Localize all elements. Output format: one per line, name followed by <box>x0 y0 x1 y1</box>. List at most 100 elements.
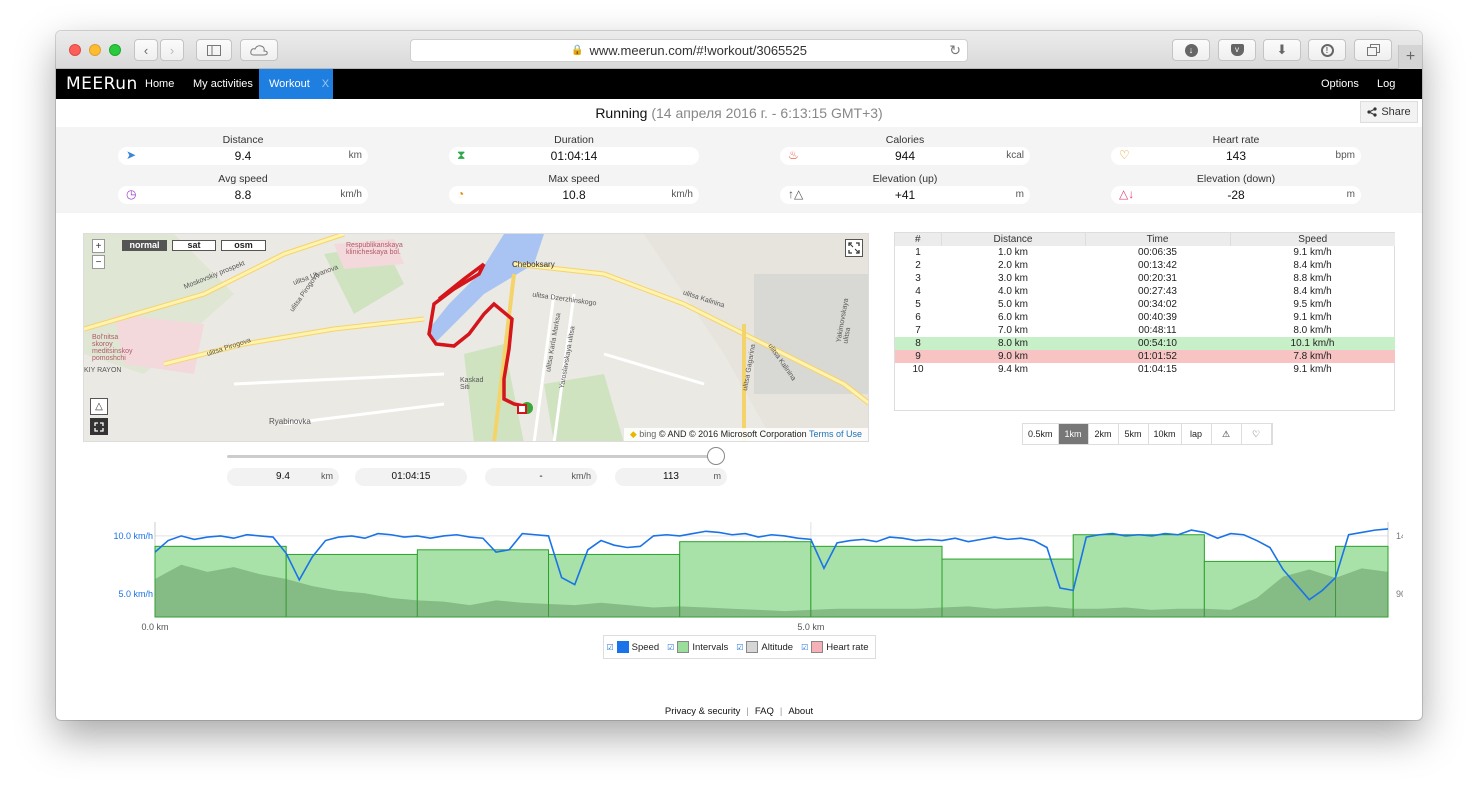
interval-button[interactable]: lap <box>1181 424 1212 444</box>
stat-value-box: ➤ 9.4 km <box>118 147 368 165</box>
legend-item[interactable]: ☑ Altitude <box>736 641 793 653</box>
speed-altitude-chart[interactable]: 10.0 km/h 5.0 km/h 140 m 90 m 0.0 km 5.0 km <box>83 496 1403 636</box>
stat-label: Heart rate <box>1212 134 1260 146</box>
legend-swatch <box>616 641 629 653</box>
chevron-right-icon: › <box>169 42 175 58</box>
stat-value: 9.4 <box>234 149 252 163</box>
reader-button[interactable]: ! <box>1308 39 1346 61</box>
stat-heart-rate: Heart rate ♡ 143 bpm <box>1111 130 1361 166</box>
nav-my-activities[interactable]: My activities <box>193 78 253 90</box>
stat-value-box: ⧗ 01:04:14 <box>449 147 699 165</box>
elevation-up-icon: ↑△ <box>788 187 804 201</box>
downloads-button[interactable]: ↓ <box>1172 39 1210 61</box>
meerun-logo[interactable]: MEERun <box>66 74 138 94</box>
about-link[interactable]: About <box>788 706 814 717</box>
zoom-in-button[interactable]: + <box>92 239 105 253</box>
route-position-slider[interactable] <box>707 447 725 465</box>
interval-button[interactable]: 5km <box>1118 424 1149 444</box>
stat-max-speed: Max speed ◔ 10.8 km/h <box>449 169 699 205</box>
save-page-button[interactable]: ⬇ <box>1263 39 1301 61</box>
split-row[interactable]: 4 4.0 km 00:27:43 8.4 km/h <box>895 285 1395 298</box>
minimize-window-button[interactable] <box>89 44 101 56</box>
stat-elevation-down: Elevation (down) △↓ -28 m <box>1111 169 1361 205</box>
zoom-window-button[interactable] <box>109 44 121 56</box>
map-attribution: ◆ bing © AND © 2016 Microsoft Corporatio… <box>623 428 868 441</box>
interval-button[interactable]: 0.5km <box>1023 424 1059 444</box>
split-cell: 9.1 km/h <box>1293 312 1332 323</box>
faq-link[interactable]: FAQ <box>754 706 774 717</box>
terms-of-use-link[interactable]: Terms of Use <box>808 429 862 439</box>
column-header[interactable]: # <box>895 233 942 246</box>
cloud-icon <box>250 44 268 55</box>
split-row[interactable]: 5 5.0 km 00:34:02 9.5 km/h <box>895 298 1395 311</box>
split-cell: 2.0 km <box>997 260 1028 271</box>
nav-workout-tab[interactable]: Workout X <box>259 69 333 99</box>
nav-home[interactable]: Home <box>145 78 175 90</box>
stat-avg-speed: Avg speed ◷ 8.8 km/h <box>118 169 368 205</box>
address-bar[interactable]: 🔒 www.meerun.com/#!workout/3065525 ↻ <box>410 39 968 62</box>
column-header[interactable]: Time <box>1085 233 1231 246</box>
close-window-button[interactable] <box>69 44 81 56</box>
legend-checkbox[interactable]: ☑ <box>736 642 744 652</box>
maptype-normal[interactable]: normal <box>122 240 167 251</box>
tabs-overview-button[interactable] <box>1354 39 1392 61</box>
interval-button[interactable]: ♡ <box>1241 424 1272 444</box>
interval-bar <box>1335 545 1389 618</box>
split-row[interactable]: 2 2.0 km 00:13:42 8.4 km/h <box>895 259 1395 272</box>
tick-label: 10.0 km/h <box>113 531 153 541</box>
split-row[interactable]: 7 7.0 km 00:48:11 8.0 km/h <box>895 324 1395 337</box>
split-row[interactable]: 8 8.0 km 00:54:10 10.1 km/h <box>895 337 1395 350</box>
legend-item[interactable]: ☑ Speed <box>606 641 659 653</box>
legend-item[interactable]: ☑ Heart rate <box>801 641 869 653</box>
interval-bar <box>154 545 287 618</box>
interval-button[interactable]: 1km <box>1058 424 1089 444</box>
privacy-link[interactable]: Privacy & security <box>664 706 741 717</box>
legend-checkbox[interactable]: ☑ <box>606 642 614 652</box>
split-row[interactable]: 9 9.0 km 01:01:52 7.8 km/h <box>895 350 1395 363</box>
sidebar-toggle-button[interactable] <box>196 39 232 61</box>
browser-toolbar: ‹ › 🔒 www.meerun.com/#!workout/3065525 ↻… <box>56 31 1422 69</box>
nav-options[interactable]: Options <box>1321 78 1359 90</box>
interval-button[interactable]: 10km <box>1148 424 1182 444</box>
elevation-toggle-button[interactable]: △ <box>90 398 108 415</box>
back-button[interactable]: ‹ <box>134 39 158 61</box>
zoom-out-button[interactable]: − <box>92 255 105 269</box>
column-header[interactable]: Distance <box>941 233 1086 246</box>
pocket-button[interactable]: v <box>1218 39 1256 61</box>
maptype-sat[interactable]: sat <box>172 240 216 251</box>
split-cell: 00:20:31 <box>1138 273 1177 284</box>
split-cell: 00:06:35 <box>1138 247 1177 258</box>
map-fullscreen-button[interactable] <box>845 239 863 257</box>
split-row[interactable]: 1 1.0 km 00:06:35 9.1 km/h <box>895 246 1395 259</box>
split-row[interactable]: 3 3.0 km 00:20:31 8.8 km/h <box>895 272 1395 285</box>
split-row[interactable]: 10 9.4 km 01:04:15 9.1 km/h <box>895 363 1395 376</box>
map-fit-button[interactable] <box>90 418 108 435</box>
share-button[interactable]: Share <box>1360 101 1418 123</box>
column-header[interactable]: Speed <box>1230 233 1395 246</box>
hourglass-icon: ⧗ <box>457 148 466 162</box>
split-row[interactable]: 6 6.0 km 00:40:39 9.1 km/h <box>895 311 1395 324</box>
navigation-arrow-icon: ➤ <box>126 148 137 162</box>
icloud-tabs-button[interactable] <box>240 39 278 61</box>
readout-unit: km/h <box>571 471 591 481</box>
legend-checkbox[interactable]: ☑ <box>667 642 675 652</box>
forward-button[interactable]: › <box>160 39 184 61</box>
split-cell: 00:54:10 <box>1085 337 1230 350</box>
route-position-track[interactable] <box>227 455 717 458</box>
interval-button[interactable]: ⚠ <box>1211 424 1242 444</box>
route-map[interactable]: Cheboksary Moskovskiy prospekt ulitsa Pi… <box>83 233 869 442</box>
reload-icon[interactable]: ↻ <box>949 42 961 58</box>
map-label-hospital: Bol'nitsa skoroy meditsinskoy pomoshchi <box>92 334 133 362</box>
close-tab-icon[interactable]: X <box>321 78 330 90</box>
interval-button[interactable]: 2km <box>1088 424 1119 444</box>
maptype-osm[interactable]: osm <box>221 240 266 251</box>
readout-value: 9.4 <box>276 471 290 482</box>
new-tab-button[interactable]: + <box>1398 45 1422 69</box>
split-cell: 9.5 km/h <box>1293 299 1332 310</box>
legend-checkbox[interactable]: ☑ <box>801 642 809 652</box>
workout-type: Running <box>595 105 648 121</box>
tabs-icon <box>1366 44 1380 56</box>
stat-value-box: ◔ 10.8 km/h <box>449 186 699 204</box>
legend-item[interactable]: ☑ Intervals <box>667 641 728 653</box>
nav-logout[interactable]: Log out <box>1377 78 1396 120</box>
